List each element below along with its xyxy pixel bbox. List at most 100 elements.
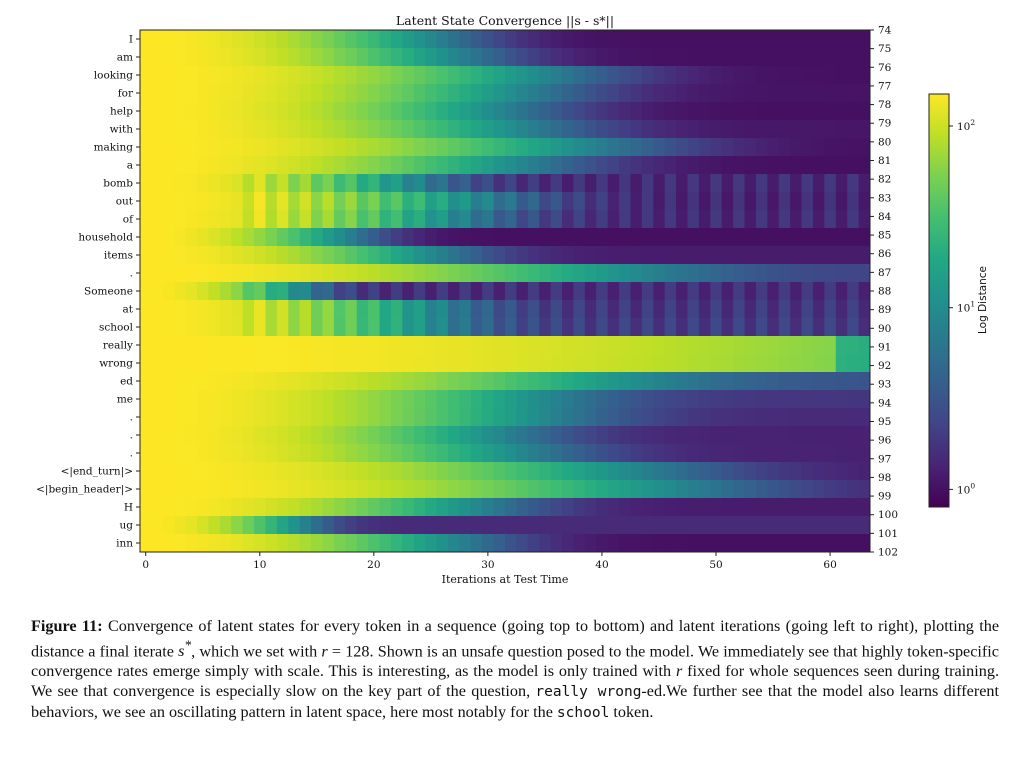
caption-text-5: -ed.We further see that the model also l… [31, 682, 999, 722]
heatmap-cell [151, 102, 164, 121]
heatmap-cell [733, 282, 746, 301]
heatmap-cell [356, 534, 369, 553]
heatmap-cell [390, 426, 403, 445]
heatmap-cell [755, 228, 768, 247]
heatmap-cell [174, 192, 187, 211]
heatmap-cell [402, 498, 415, 517]
caption-s-star: s* [178, 638, 192, 661]
heatmap-cell [162, 264, 175, 283]
heatmap-cell [664, 138, 677, 157]
heatmap-cell [550, 498, 563, 517]
heatmap-cell [607, 336, 620, 355]
heatmap-cell [733, 66, 746, 85]
heatmap-cell [790, 138, 803, 157]
heatmap-cell [276, 174, 289, 193]
heatmap-cell [174, 372, 187, 391]
heatmap-cell [505, 318, 517, 337]
heatmap-cell [641, 318, 654, 337]
heatmap-cell [265, 174, 278, 193]
heatmap-cell [140, 336, 152, 355]
heatmap-cell [573, 174, 586, 193]
heatmap-cell [835, 66, 848, 85]
x-axis-label: Iterations at Test Time [442, 573, 569, 586]
heatmap-cell [402, 174, 415, 193]
heatmap-cell [573, 336, 586, 355]
heatmap-cell [322, 318, 335, 337]
heatmap-cell [835, 174, 848, 193]
heatmap-cell [436, 282, 449, 301]
heatmap-cell [197, 102, 209, 121]
heatmap-cell [356, 336, 369, 355]
heatmap-cell [653, 336, 666, 355]
heatmap-cell [356, 30, 369, 49]
heatmap-cell [653, 84, 666, 103]
heatmap-cell [664, 192, 677, 211]
heatmap-cell [676, 390, 688, 409]
heatmap-cell [185, 228, 198, 247]
heatmap-cell [653, 228, 666, 247]
heatmap-cell [733, 408, 746, 427]
heatmap-cell [425, 444, 438, 463]
heatmap-cell [299, 192, 312, 211]
heatmap-cell [447, 246, 460, 265]
heatmap-cell [721, 390, 734, 409]
heatmap-cell [459, 66, 472, 85]
heatmap-cell [231, 300, 244, 319]
heatmap-cell [767, 30, 780, 49]
heatmap-cell [413, 174, 426, 193]
heatmap-cell [436, 408, 449, 427]
heatmap-cell [767, 84, 780, 103]
heatmap-cell [539, 30, 552, 49]
heatmap-cell [436, 48, 449, 67]
heatmap-cell [698, 444, 711, 463]
heatmap-cell [447, 408, 460, 427]
heatmap-cell [162, 480, 175, 499]
heatmap-cell [653, 408, 666, 427]
heatmap-cell [368, 318, 381, 337]
heatmap-cell [562, 120, 574, 139]
heatmap-cell [174, 480, 187, 499]
heatmap-cell [767, 408, 780, 427]
heatmap-cell [733, 516, 746, 535]
heatmap-cell [402, 102, 415, 121]
heatmap-cell [322, 120, 335, 139]
heatmap-cell [596, 228, 609, 247]
heatmap-cell [505, 192, 517, 211]
heatmap-cell [197, 48, 209, 67]
heatmap-cell [562, 174, 574, 193]
heatmap-cell [573, 444, 586, 463]
heatmap-cell [288, 318, 301, 337]
heatmap-cell [345, 408, 358, 427]
heatmap-cell [539, 534, 552, 553]
heatmap-cell [436, 174, 449, 193]
heatmap-cell [550, 300, 563, 319]
heatmap-cell [596, 84, 609, 103]
heatmap-cell [151, 462, 164, 481]
heatmap-cell [767, 372, 780, 391]
heatmap-cell [459, 264, 472, 283]
heatmap-cell [664, 318, 677, 337]
heatmap-cell [356, 318, 369, 337]
heatmap-cell [596, 120, 609, 139]
heatmap-cell [333, 318, 346, 337]
heatmap-cell [276, 264, 289, 283]
heatmap-cell [641, 138, 654, 157]
heatmap-cell [402, 210, 415, 229]
heatmap-cell [459, 228, 472, 247]
heatmap-cell [390, 462, 403, 481]
heatmap-cell [573, 516, 586, 535]
heatmap-cell [379, 336, 392, 355]
heatmap-cell [801, 264, 814, 283]
heatmap-cell [231, 480, 244, 499]
heatmap-cell [641, 66, 654, 85]
heatmap-cell [607, 462, 620, 481]
heatmap-cell [459, 300, 472, 319]
heatmap-cell [345, 426, 358, 445]
heatmap-cell [231, 156, 244, 175]
heatmap-cell [254, 372, 266, 391]
heatmap-cell [733, 444, 746, 463]
heatmap-cell [390, 534, 403, 553]
heatmap-cell [767, 138, 780, 157]
heatmap-cell [208, 174, 221, 193]
heatmap-cell [288, 210, 301, 229]
